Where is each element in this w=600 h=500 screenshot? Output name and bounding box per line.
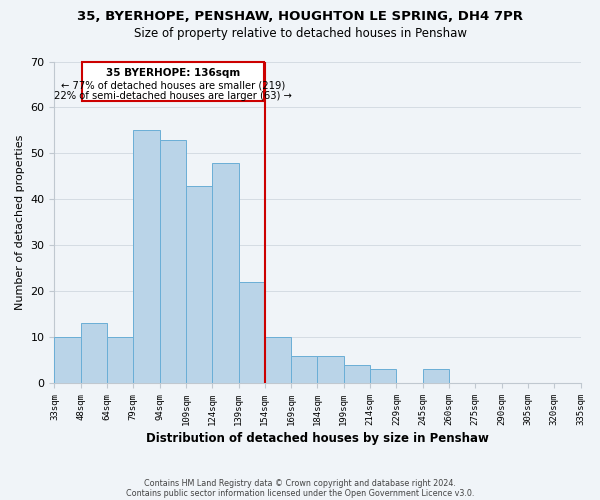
Bar xyxy=(81,324,107,383)
Bar xyxy=(370,370,397,383)
Bar xyxy=(212,162,239,383)
Text: 35 BYERHOPE: 136sqm: 35 BYERHOPE: 136sqm xyxy=(106,68,240,78)
Bar xyxy=(160,140,186,383)
X-axis label: Distribution of detached houses by size in Penshaw: Distribution of detached houses by size … xyxy=(146,432,489,445)
Y-axis label: Number of detached properties: Number of detached properties xyxy=(15,134,25,310)
Bar xyxy=(317,356,344,383)
Text: 22% of semi-detached houses are larger (63) →: 22% of semi-detached houses are larger (… xyxy=(54,91,292,101)
Text: Size of property relative to detached houses in Penshaw: Size of property relative to detached ho… xyxy=(133,28,467,40)
FancyBboxPatch shape xyxy=(82,62,263,100)
Text: Contains public sector information licensed under the Open Government Licence v3: Contains public sector information licen… xyxy=(126,488,474,498)
Bar xyxy=(265,337,291,383)
Bar xyxy=(344,364,370,383)
Bar xyxy=(55,337,81,383)
Text: 35, BYERHOPE, PENSHAW, HOUGHTON LE SPRING, DH4 7PR: 35, BYERHOPE, PENSHAW, HOUGHTON LE SPRIN… xyxy=(77,10,523,23)
Bar xyxy=(422,370,449,383)
Text: Contains HM Land Registry data © Crown copyright and database right 2024.: Contains HM Land Registry data © Crown c… xyxy=(144,478,456,488)
Bar xyxy=(186,186,212,383)
Text: ← 77% of detached houses are smaller (219): ← 77% of detached houses are smaller (21… xyxy=(61,80,285,90)
Bar xyxy=(291,356,317,383)
Bar xyxy=(133,130,160,383)
Bar xyxy=(239,282,265,383)
Bar xyxy=(107,337,133,383)
